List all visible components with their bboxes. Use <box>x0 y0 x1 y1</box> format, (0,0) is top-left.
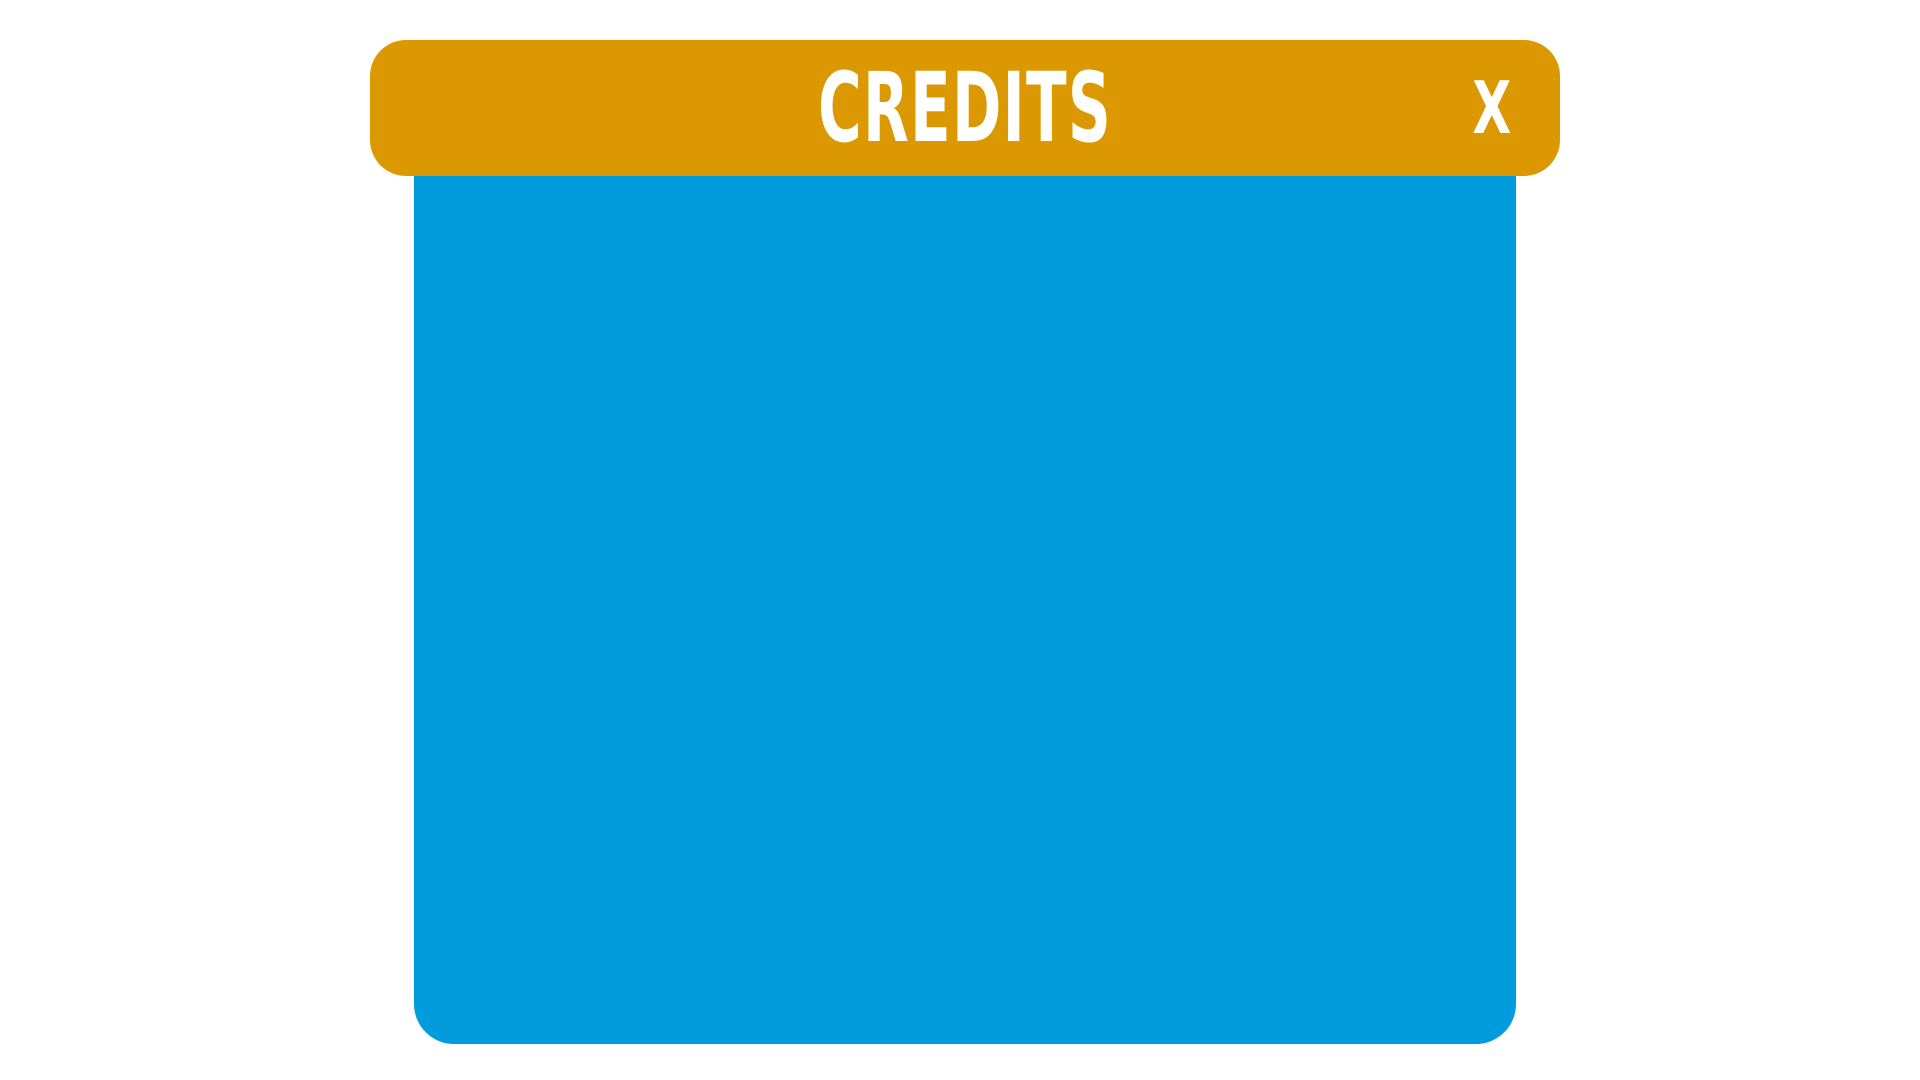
close-icon[interactable]: X <box>1472 66 1512 150</box>
page-title: CREDITS <box>818 52 1112 164</box>
credits-panel <box>414 150 1516 1044</box>
close-button[interactable]: X <box>1462 68 1522 148</box>
title-bar: CREDITS X <box>370 40 1560 176</box>
